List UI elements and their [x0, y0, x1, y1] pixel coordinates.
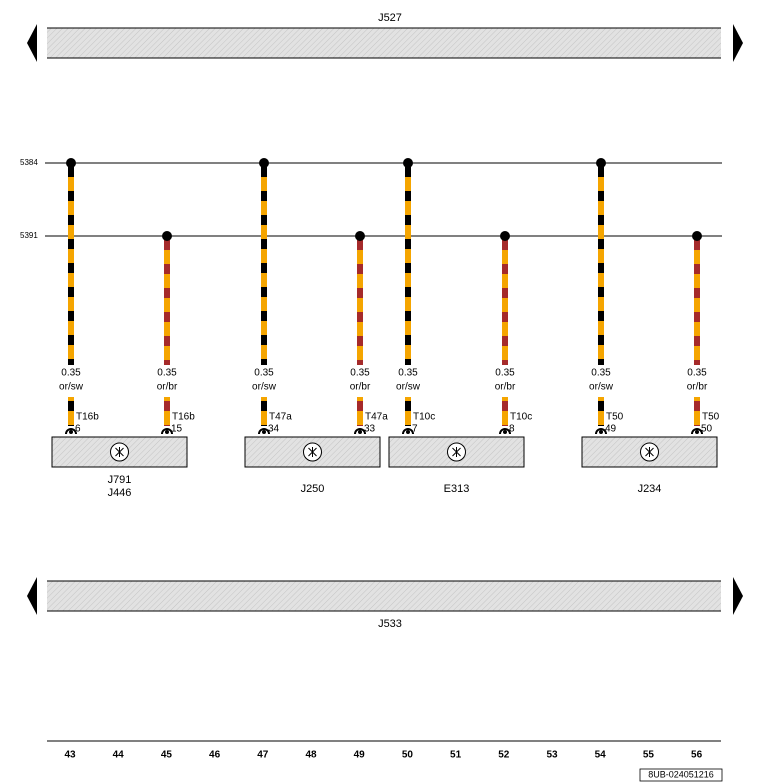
junction: [355, 231, 365, 241]
pin-number: 33: [364, 424, 376, 435]
ruler-number: 56: [691, 750, 703, 761]
wire-size: 0.35: [495, 368, 515, 379]
connector-label: T10c: [510, 412, 532, 423]
pin-number: 49: [605, 424, 617, 435]
ruler-number: 49: [354, 750, 366, 761]
connector-pin: [499, 428, 511, 435]
wire-size: 0.35: [61, 368, 81, 379]
wire-size: 0.35: [350, 368, 370, 379]
wire-label: 5391: [20, 231, 38, 240]
wire-label: 5384: [20, 158, 38, 167]
junction: [403, 158, 413, 168]
connector-pin: [354, 428, 366, 435]
pin-number: 34: [268, 424, 280, 435]
component-symbol-mark: [452, 447, 461, 457]
doc-id: 8UB-024051216: [648, 769, 714, 779]
junction: [500, 231, 510, 241]
component-label: E313: [444, 483, 470, 495]
junction: [596, 158, 606, 168]
pin-dot: [262, 430, 266, 434]
junction: [259, 158, 269, 168]
connector-label: T47a: [365, 412, 388, 423]
pin-dot: [695, 430, 699, 434]
component-symbol-mark: [645, 447, 654, 457]
ruler-number: 46: [209, 750, 221, 761]
junction: [692, 231, 702, 241]
component-symbol-mark: [115, 447, 124, 457]
pin-number: 6: [75, 424, 81, 435]
component-label: J234: [638, 483, 662, 495]
ruler-number: 47: [257, 750, 269, 761]
wire-color: or/br: [157, 382, 178, 393]
ruler-number: 51: [450, 750, 462, 761]
junction: [162, 231, 172, 241]
wire-color: or/sw: [252, 382, 277, 393]
connector-label: T16b: [76, 412, 99, 423]
connector-pin: [65, 428, 77, 435]
wire-size: 0.35: [687, 368, 707, 379]
arrow-left: [27, 577, 37, 615]
bottom-bus-label: J533: [378, 618, 402, 630]
component-label: J250: [301, 483, 325, 495]
ruler-number: 53: [546, 750, 558, 761]
ruler-number: 50: [402, 750, 414, 761]
wire-size: 0.35: [157, 368, 177, 379]
connector-label: T10c: [413, 412, 435, 423]
wire-color: or/br: [495, 382, 516, 393]
pin-dot: [503, 430, 507, 434]
pin-dot: [358, 430, 362, 434]
connector-pin: [691, 428, 703, 435]
bottom-bus: [47, 581, 721, 611]
pin-dot: [69, 430, 73, 434]
wire-size: 0.35: [254, 368, 274, 379]
wire-color: or/sw: [396, 382, 421, 393]
junction: [66, 158, 76, 168]
connector-pin: [161, 428, 173, 435]
arrow-right: [733, 24, 743, 62]
connector-label: T47a: [269, 412, 292, 423]
component-symbol-mark: [308, 447, 317, 457]
wire-color: or/br: [687, 382, 708, 393]
ruler-number: 48: [305, 750, 317, 761]
pin-dot: [165, 430, 169, 434]
pin-dot: [599, 430, 603, 434]
pin-number: 15: [171, 424, 183, 435]
wire-color: or/br: [350, 382, 371, 393]
wire-color: or/sw: [59, 382, 84, 393]
component-label: J446: [108, 487, 132, 499]
arrow-right: [733, 577, 743, 615]
pin-number: 8: [509, 424, 515, 435]
arrow-left: [27, 24, 37, 62]
ruler-number: 52: [498, 750, 510, 761]
connector-label: T50: [606, 412, 624, 423]
connector-pin: [595, 428, 607, 435]
pin-number: 7: [412, 424, 418, 435]
top-bus-label: J527: [378, 12, 402, 24]
connector-pin: [258, 428, 270, 435]
wire-size: 0.35: [591, 368, 611, 379]
doc-id-box: [639, 768, 723, 782]
connector-pin: [402, 428, 414, 435]
connector-label: T16b: [172, 412, 195, 423]
ruler-number: 43: [64, 750, 76, 761]
pin-dot: [406, 430, 410, 434]
component-label: J791: [108, 474, 132, 486]
top-bus: [47, 28, 721, 58]
ruler-number: 54: [595, 750, 607, 761]
wire-size: 0.35: [398, 368, 418, 379]
wire-color: or/sw: [589, 382, 614, 393]
diagram-content: 538453910.35or/swT16b60.35or/brT16b150.3…: [20, 158, 722, 761]
ruler-number: 44: [113, 750, 125, 761]
ruler-number: 45: [161, 750, 173, 761]
ruler-number: 55: [643, 750, 655, 761]
connector-label: T50: [702, 412, 720, 423]
pin-number: 50: [701, 424, 713, 435]
